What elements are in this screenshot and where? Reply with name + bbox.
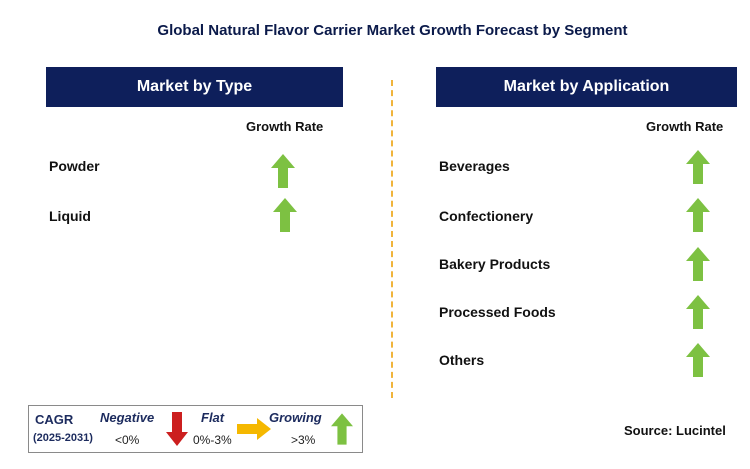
cagr-legend: CAGR (2025-2031) Negative <0% Flat 0%-3%…	[28, 405, 363, 453]
legend-growing-range: >3%	[291, 433, 316, 447]
chart-title: Global Natural Flavor Carrier Market Gro…	[157, 22, 628, 39]
growing-up-arrow-icon	[331, 413, 353, 445]
application-item-beverages: Beverages	[439, 158, 510, 174]
flat-right-arrow-icon	[237, 418, 271, 440]
legend-negative-range: <0%	[115, 433, 140, 447]
type-growth-rate-label: Growth Rate	[246, 119, 324, 134]
application-item-processed-foods: Processed Foods	[439, 304, 556, 320]
others-growing-arrow-icon	[686, 343, 710, 377]
powder-growing-arrow-icon	[271, 154, 295, 188]
source-label: Source: Lucintel	[624, 423, 726, 438]
panel-divider	[391, 80, 393, 398]
type-item-liquid: Liquid	[49, 208, 91, 224]
application-item-bakery-products: Bakery Products	[439, 256, 551, 272]
type-item-powder: Powder	[49, 158, 100, 174]
bakery-products-growing-arrow-icon	[686, 247, 710, 281]
application-growth-rate-label: Growth Rate	[646, 119, 724, 134]
legend-flat-range: 0%-3%	[193, 433, 232, 447]
legend-flat-label: Flat	[201, 410, 225, 425]
legend-growing-label: Growing	[269, 410, 322, 425]
market-by-type-header: Market by Type	[46, 67, 343, 107]
legend-negative-label: Negative	[100, 410, 155, 425]
market-by-application-header: Market by Application	[436, 67, 737, 107]
beverages-growing-arrow-icon	[686, 150, 710, 184]
legend-period: (2025-2031)	[33, 432, 93, 444]
confectionery-growing-arrow-icon	[686, 198, 710, 232]
negative-down-arrow-icon	[166, 412, 188, 446]
liquid-growing-arrow-icon	[273, 198, 297, 232]
application-item-others: Others	[439, 352, 485, 368]
processed-foods-growing-arrow-icon	[686, 295, 710, 329]
legend-cagr-label: CAGR	[35, 412, 74, 427]
application-item-confectionery: Confectionery	[439, 208, 534, 224]
